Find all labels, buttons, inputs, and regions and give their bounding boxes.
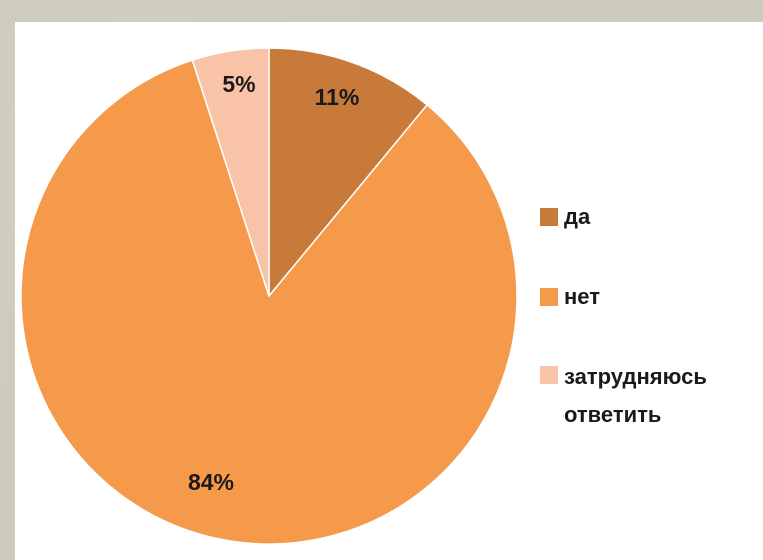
data-label-2: 5%	[222, 71, 255, 97]
legend-item-net: нет	[540, 284, 744, 314]
data-label-0: 11%	[315, 84, 360, 110]
legend-swatch-da	[540, 208, 558, 226]
legend-swatch-net	[540, 288, 558, 306]
pie-slice-1	[20, 59, 518, 545]
pie-chart: 11% 84% 5%	[20, 47, 518, 545]
legend-label-zatrudnyayus: затрудняюсь ответить	[564, 364, 707, 427]
legend-item-zatrudnyayus: затрудняюсь ответить	[540, 362, 714, 434]
pie-slice-2	[191, 47, 270, 297]
legend-item-da: да	[540, 204, 744, 234]
data-label-1: 84%	[188, 469, 234, 495]
legend-label-net: нет	[564, 284, 601, 309]
chart-panel: 11% 84% 5% да нет затрудняюсь ответить	[15, 22, 763, 560]
legend-swatch-zatrudnyayus	[540, 366, 558, 384]
legend-label-da: да	[564, 204, 591, 229]
pie-slice-0	[268, 47, 429, 299]
